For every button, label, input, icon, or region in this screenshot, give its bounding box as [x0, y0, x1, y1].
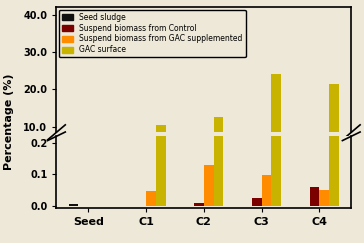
Bar: [156, 125, 166, 164]
Text: Percentage (%): Percentage (%): [4, 73, 14, 170]
Bar: [272, 75, 281, 164]
Bar: [214, 0, 223, 206]
Bar: [204, 165, 214, 206]
Legend: Seed sludge, Suspend biomass from Control, Suspend biomass from GAC supplemented: Seed sludge, Suspend biomass from Contro…: [59, 9, 246, 57]
Bar: [68, 204, 78, 206]
Bar: [156, 0, 166, 206]
Bar: [194, 203, 204, 206]
Bar: [329, 84, 339, 164]
Bar: [146, 191, 156, 206]
Bar: [320, 190, 329, 206]
Bar: [262, 175, 272, 206]
Bar: [252, 198, 262, 206]
Bar: [329, 0, 339, 206]
Bar: [214, 117, 223, 164]
Bar: [272, 0, 281, 206]
Bar: [310, 187, 320, 206]
